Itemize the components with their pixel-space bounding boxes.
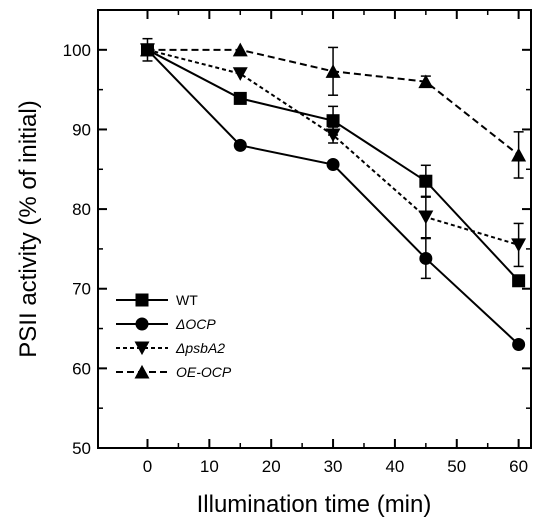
data-point (232, 42, 248, 57)
data-point (511, 147, 527, 162)
legend-label: ΔpsbA2 (175, 340, 225, 356)
series-group (140, 37, 527, 179)
series-group (140, 43, 527, 268)
plot-frame (97, 9, 532, 449)
legend-label: ΔOCP (175, 316, 216, 332)
data-point (511, 238, 527, 253)
y-tick-label: 70 (72, 280, 91, 299)
y-tick-label: 80 (72, 200, 91, 219)
series-layer (140, 37, 527, 351)
data-point (140, 42, 155, 57)
data-point (419, 174, 433, 188)
x-tick-label: 10 (200, 457, 219, 476)
data-point (326, 114, 340, 128)
y-tick-label: 100 (63, 41, 91, 60)
data-point (512, 337, 526, 351)
x-axis-title: Illumination time (min) (197, 491, 432, 518)
series-line (147, 48, 519, 246)
data-point (233, 138, 247, 152)
x-tick-label: 60 (509, 457, 528, 476)
legend-marker (135, 293, 149, 307)
data-point (418, 210, 434, 225)
axis-ticks: 0 10 20 30 40 50 60 50 60 70 80 90 100 (63, 10, 531, 476)
data-point (232, 67, 248, 81)
y-tick-label: 90 (72, 120, 91, 139)
x-tick-label: 0 (143, 457, 152, 476)
x-tick-label: 30 (324, 457, 343, 476)
series-group (140, 43, 526, 351)
legend-marker (134, 364, 150, 379)
y-tick-label: 50 (72, 439, 91, 458)
x-tick-label: 40 (385, 457, 404, 476)
data-point (419, 251, 433, 265)
data-point (325, 64, 341, 78)
legend-label: OE-OCP (176, 364, 232, 380)
legend-label: WT (176, 292, 198, 308)
data-point (233, 91, 247, 105)
data-point (418, 74, 434, 89)
legend: WT ΔOCP ΔpsbA2 OE-OCP (116, 292, 232, 380)
legend-marker (135, 317, 149, 331)
legend-marker (134, 341, 150, 356)
data-point (512, 274, 526, 288)
series-group (140, 43, 526, 288)
x-tick-label: 20 (262, 457, 281, 476)
y-axis-title: PSII activity (% of initial) (15, 100, 42, 357)
x-tick-label: 50 (447, 457, 466, 476)
data-point (326, 157, 340, 171)
y-tick-label: 60 (72, 359, 91, 378)
data-point (325, 128, 341, 143)
